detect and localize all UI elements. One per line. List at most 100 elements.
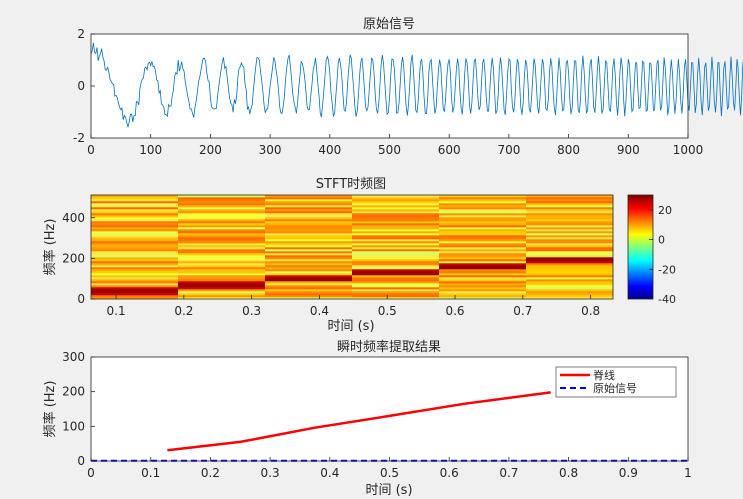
ridge-plot: 瞬时频率提取结果 0 0.1 0.2 0.3 0.4 0.5 0.6 0.7 0.8 0.9 1 30… — [42, 339, 692, 498]
signal-x-tick-label: 500 — [378, 143, 401, 157]
stft-cell — [352, 217, 440, 220]
stft-cell — [178, 243, 266, 246]
stft-cell — [178, 249, 266, 252]
stft-cell — [178, 255, 266, 258]
stft-cell — [265, 253, 353, 256]
stft-cell — [526, 263, 614, 266]
legend-ridge-label: 脊线 — [593, 368, 615, 382]
stft-x-tick-label: 0.2 — [174, 304, 193, 318]
stft-cell — [91, 211, 179, 214]
stft-cell — [439, 251, 527, 254]
stft-cell — [265, 263, 353, 266]
stft-cell — [526, 219, 614, 222]
stft-y-tick-label: 200 — [62, 251, 85, 265]
stft-cell — [91, 293, 179, 296]
stft-cell — [91, 195, 179, 198]
stft-cell — [439, 243, 527, 246]
stft-cell — [439, 293, 527, 296]
stft-cell — [352, 279, 440, 282]
stft-cell — [178, 203, 266, 206]
stft-cell — [352, 253, 440, 256]
stft-cell — [265, 223, 353, 226]
stft-x-tick-label: 0.1 — [107, 304, 126, 318]
stft-cell — [178, 245, 266, 248]
stft-cell — [526, 259, 614, 262]
stft-cell — [178, 231, 266, 234]
stft-cell — [352, 215, 440, 218]
stft-cell — [265, 259, 353, 262]
stft-cell — [178, 201, 266, 204]
stft-cell — [439, 247, 527, 250]
stft-cell — [439, 273, 527, 276]
stft-cell — [439, 297, 527, 300]
stft-cell — [178, 239, 266, 242]
stft-cell — [526, 257, 614, 260]
stft-cell — [178, 197, 266, 200]
stft-cell — [91, 231, 179, 234]
stft-cell — [439, 211, 527, 214]
stft-cell — [91, 237, 179, 240]
stft-cell — [178, 261, 266, 264]
stft-cell — [439, 231, 527, 234]
stft-cell — [91, 199, 179, 202]
stft-cell — [352, 255, 440, 258]
stft-cell — [439, 207, 527, 210]
stft-cell — [526, 255, 614, 258]
stft-cell — [439, 239, 527, 242]
stft-cell — [439, 213, 527, 216]
stft-cell — [439, 215, 527, 218]
stft-cell — [439, 229, 527, 232]
stft-cell — [91, 233, 179, 236]
stft-cell — [526, 251, 614, 254]
stft-cell — [265, 213, 353, 216]
stft-cell — [91, 241, 179, 244]
stft-cell — [91, 221, 179, 224]
signal-x-tick-label: 900 — [617, 143, 640, 157]
stft-cell — [352, 245, 440, 248]
stft-ylabel: 频率 (Hz) — [42, 219, 58, 276]
stft-cell — [178, 269, 266, 272]
stft-cell — [526, 213, 614, 216]
stft-cell — [265, 243, 353, 246]
stft-cell — [439, 255, 527, 258]
stft-cell — [526, 289, 614, 292]
stft-cell — [265, 241, 353, 244]
stft-cell — [178, 221, 266, 224]
stft-cell — [178, 251, 266, 254]
stft-cell — [265, 235, 353, 238]
stft-cell — [352, 233, 440, 236]
stft-cell — [352, 287, 440, 290]
ridge-line — [167, 391, 551, 452]
stft-cell — [91, 281, 179, 284]
stft-cell — [352, 283, 440, 286]
stft-cell — [265, 207, 353, 210]
stft-cell — [526, 241, 614, 244]
stft-cell — [265, 215, 353, 218]
stft-cell — [352, 259, 440, 262]
ridge-x-tick-label: 0.3 — [261, 466, 280, 480]
ridge-x-tick-label: 0.9 — [619, 466, 638, 480]
stft-cell — [91, 261, 179, 264]
stft-cell — [178, 233, 266, 236]
stft-cell — [526, 269, 614, 272]
stft-cell — [439, 289, 527, 292]
stft-cell — [265, 247, 353, 250]
stft-cell — [439, 241, 527, 244]
stft-cell — [352, 291, 440, 294]
stft-cell — [91, 265, 179, 268]
stft-cell — [526, 233, 614, 236]
stft-cell — [178, 229, 266, 232]
stft-cell — [178, 215, 266, 218]
stft-cell — [91, 283, 179, 286]
stft-cell — [178, 213, 266, 216]
stft-cell — [439, 253, 527, 256]
stft-cell — [439, 257, 527, 260]
ridge-y-tick-label: 200 — [62, 385, 85, 399]
signal-x-tick-label: 100 — [139, 143, 162, 157]
stft-cell — [265, 291, 353, 294]
stft-cell — [526, 243, 614, 246]
stft-cell — [526, 273, 614, 276]
stft-cell — [265, 275, 353, 278]
